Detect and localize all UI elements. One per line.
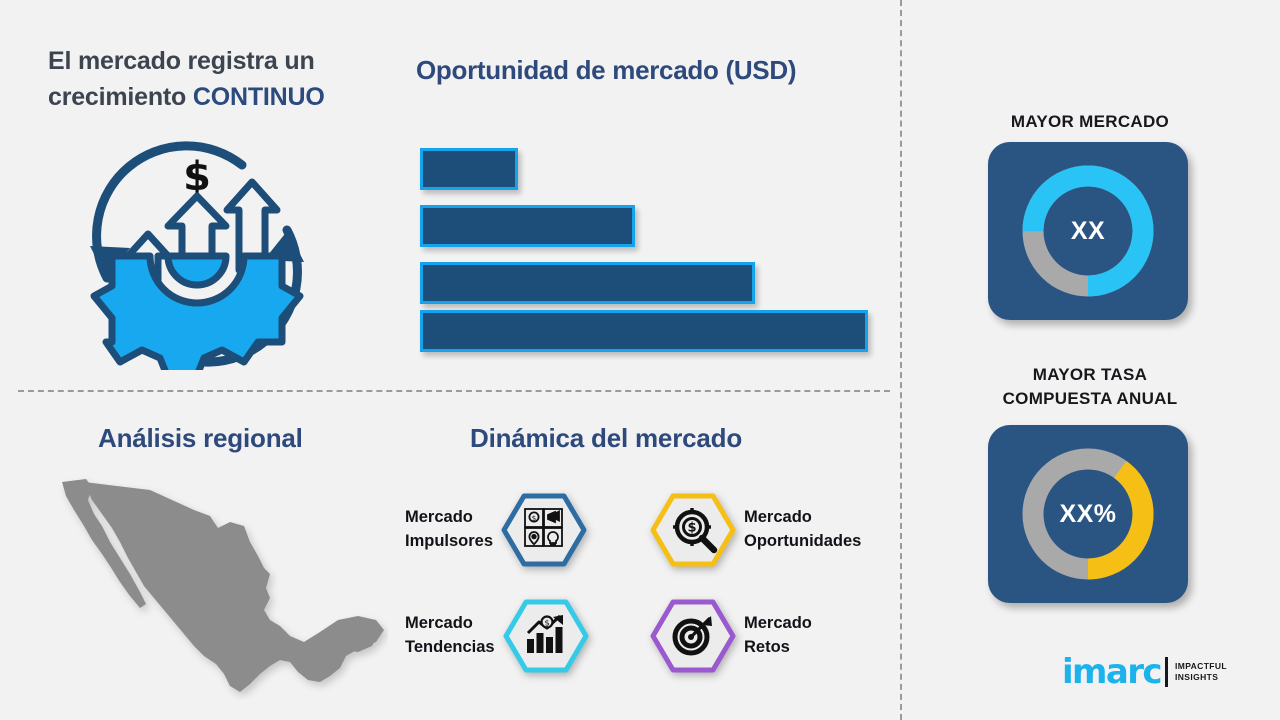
hex-trends: $ — [503, 598, 589, 674]
dynamics-label-trends: Mercado Tendencias — [405, 614, 495, 656]
dynamics-item-trends[interactable]: Mercado Tendencias $ — [405, 598, 589, 674]
imarc-wordmark: imarc — [1062, 652, 1163, 692]
growth-heading-highlight: CONTINUO — [192, 82, 325, 111]
bar-item — [420, 310, 868, 352]
mayor-tasa-title-line2: COMPUESTA ANUAL — [1002, 389, 1178, 409]
puzzle-pieces-icon: $ — [524, 508, 563, 547]
dynamics-heading: Dinámica del mercado — [470, 423, 742, 453]
dynamics-label-drivers: Mercado Impulsores — [405, 508, 494, 550]
bar-item — [420, 262, 755, 304]
regional-heading: Análisis regional — [98, 423, 303, 453]
imarc-wordmark-wrap: imarc — [1062, 652, 1163, 692]
svg-text:$: $ — [544, 619, 549, 628]
logo-divider — [1164, 657, 1168, 687]
svg-text:$: $ — [183, 154, 211, 200]
hex-drivers: $ — [501, 492, 587, 568]
imarc-logo[interactable]: imarc IMPACTFUL INSIGHTS — [1062, 655, 1227, 689]
imarc-tagline: IMPACTFUL INSIGHTS — [1174, 660, 1228, 682]
dynamics-item-challenges[interactable]: Mercado Retos — [650, 598, 812, 674]
svg-text:$: $ — [687, 521, 696, 536]
target-arrow-icon — [672, 616, 712, 656]
mayor-tasa-title-line1: MAYOR TASA — [1032, 365, 1148, 384]
svg-text:$: $ — [532, 515, 536, 523]
mexico-map — [62, 479, 384, 692]
mayor-tasa-value: XX% — [1059, 499, 1117, 528]
dynamics-label-opportunities: Mercado Oportunidades — [744, 508, 862, 550]
mayor-mercado-title: MAYOR MERCADO — [1010, 112, 1170, 131]
growth-heading-line2: crecimiento — [48, 82, 193, 111]
mayor-tasa-card: XX% — [988, 425, 1188, 603]
mayor-tasa-donut — [1022, 448, 1154, 580]
hex-opportunities: $ — [650, 492, 736, 568]
mayor-mercado-value: XX — [1070, 216, 1106, 245]
dollar-magnifier-icon: $ — [673, 508, 718, 554]
hex-challenges — [650, 598, 736, 674]
opportunity-heading: Oportunidad de mercado (USD) — [416, 55, 797, 85]
mayor-mercado-donut — [1022, 165, 1154, 297]
growth-heading: El mercado registra un crecimiento CONTI… — [48, 44, 398, 115]
dynamics-item-opportunities[interactable]: $ Mercado Oportunidades — [650, 492, 861, 568]
bar-item — [420, 205, 635, 247]
mayor-tasa-title: MAYOR TASA COMPUESTA ANUAL — [940, 363, 1240, 411]
growth-heading-line1: El mercado registra un — [48, 47, 315, 75]
dynamics-label-challenges: Mercado Retos — [744, 614, 812, 656]
growth-gear-arrows-icon: $ — [90, 141, 304, 370]
horizontal-divider — [18, 390, 890, 392]
vertical-divider — [900, 0, 902, 720]
dynamics-item-drivers[interactable]: Mercado Impulsores $ — [405, 492, 587, 568]
mayor-mercado-card: XX — [988, 142, 1188, 320]
bar-item — [420, 148, 518, 190]
bar-chart-growth-icon: $ — [526, 614, 563, 653]
